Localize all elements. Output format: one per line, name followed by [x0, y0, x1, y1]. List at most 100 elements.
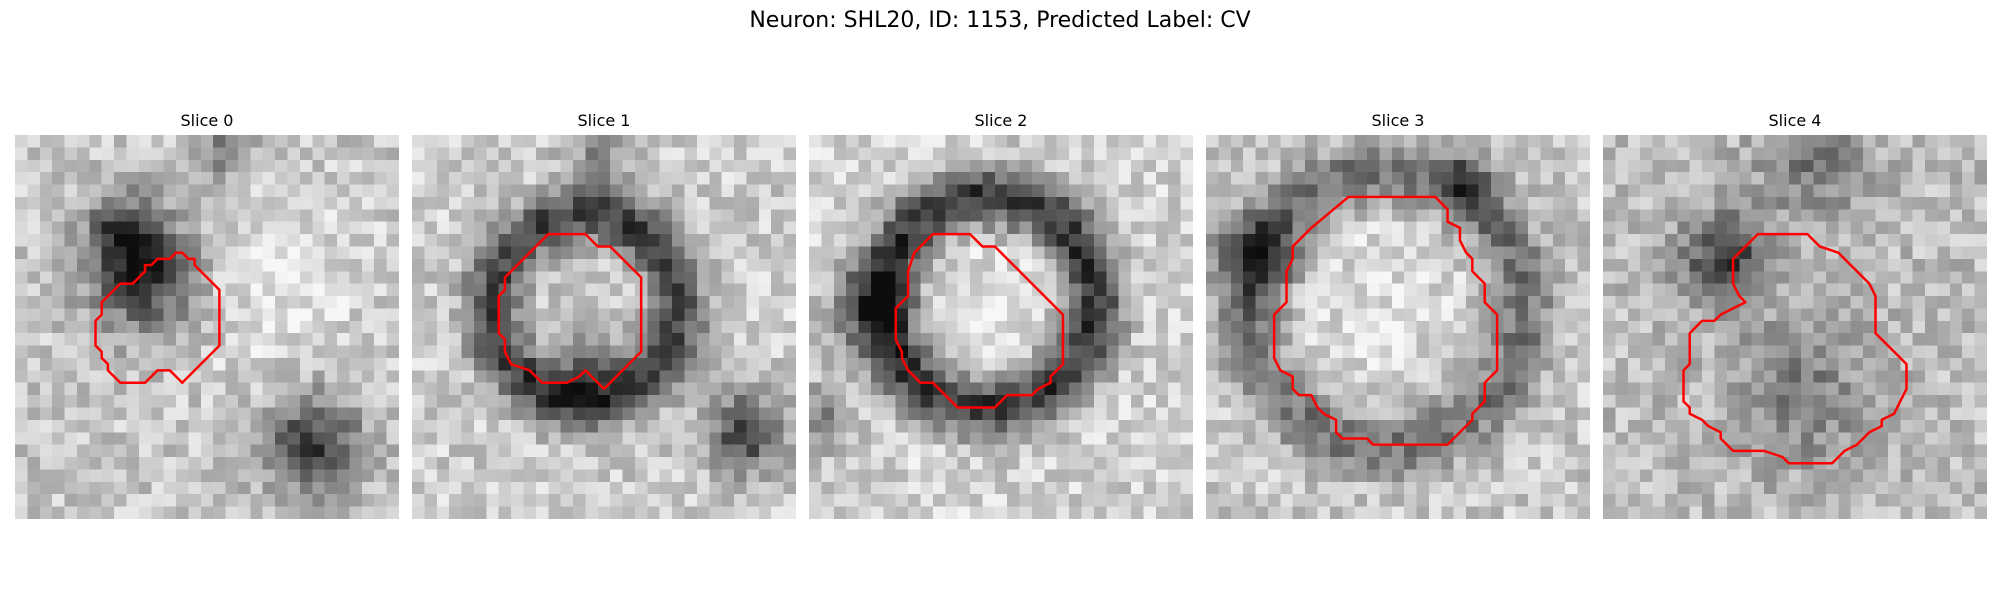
pixel [1925, 271, 1938, 284]
pixel [176, 494, 189, 507]
pixel [1069, 457, 1082, 470]
pixel [1540, 258, 1554, 272]
pixel [1825, 159, 1839, 173]
pixel [1391, 184, 1405, 198]
pixel [1850, 333, 1864, 346]
pixel [1825, 308, 1839, 322]
pixel [821, 494, 835, 507]
pixel [734, 308, 747, 322]
pixel [337, 172, 350, 185]
pixel [548, 419, 561, 433]
pixel [1428, 333, 1442, 346]
pixel [1540, 184, 1554, 198]
pixel [622, 296, 636, 309]
pixel [15, 172, 28, 185]
pixel [1093, 196, 1107, 210]
pixel [1726, 209, 1740, 222]
pixel [1466, 494, 1479, 507]
pixel [225, 333, 239, 346]
pixel [932, 184, 946, 198]
pixel [721, 370, 735, 383]
pixel [585, 296, 599, 309]
pixel [1925, 296, 1938, 309]
pixel [1603, 221, 1616, 235]
pixel [1887, 172, 1901, 185]
pixel [1280, 172, 1293, 185]
pixel [511, 320, 524, 334]
pixel [634, 407, 648, 421]
pixel [684, 357, 698, 371]
pixel [126, 382, 140, 396]
pixel [1118, 382, 1132, 396]
pixel [783, 481, 796, 495]
pixel [275, 506, 288, 519]
pixel [287, 345, 301, 359]
pixel [52, 135, 65, 148]
pixel [696, 357, 710, 371]
pixel [560, 234, 574, 247]
pixel [1615, 382, 1629, 396]
pixel [560, 407, 574, 421]
pixel [225, 246, 239, 260]
pixel [1243, 506, 1256, 519]
pixel [1404, 308, 1417, 322]
pixel [1180, 432, 1193, 445]
pixel [1925, 481, 1938, 495]
pixel [1751, 395, 1765, 408]
pixel [870, 147, 884, 161]
pixel [1714, 283, 1728, 297]
pixel [1218, 506, 1232, 519]
pixel [1540, 432, 1554, 445]
pixel [1503, 457, 1516, 470]
pixel [1230, 370, 1244, 383]
pixel [1305, 357, 1318, 371]
pixel [1949, 407, 1963, 421]
pixel [1267, 407, 1281, 421]
pixel [1305, 370, 1318, 383]
pixel [1962, 234, 1975, 247]
pixel [1093, 444, 1107, 458]
pixel [709, 395, 722, 408]
pixel [1962, 172, 1975, 185]
pixel [486, 221, 499, 235]
pixel [1428, 469, 1442, 483]
pixel [833, 172, 847, 185]
pixel [1441, 308, 1454, 322]
pixel [1255, 419, 1269, 433]
pixel [126, 395, 140, 408]
pixel [1515, 283, 1529, 297]
pixel [684, 308, 698, 322]
pixel [64, 184, 78, 198]
pixel [386, 432, 399, 445]
pixel [1367, 283, 1380, 297]
pixel [1404, 147, 1417, 161]
pixel [324, 506, 338, 519]
pixel [262, 221, 276, 235]
pixel [809, 395, 822, 408]
pixel [783, 283, 796, 297]
pixel [548, 234, 561, 247]
pixel [908, 135, 921, 148]
pixel [138, 135, 152, 148]
pixel [1677, 308, 1690, 322]
pixel [1255, 135, 1269, 148]
pixel [1714, 147, 1728, 161]
pixel [746, 135, 760, 148]
pixel [622, 172, 636, 185]
pixel [163, 444, 177, 458]
pixel [225, 159, 239, 173]
pixel [1838, 407, 1851, 421]
pixel [1825, 370, 1839, 383]
pixel [1180, 184, 1193, 198]
pixel [1925, 407, 1938, 421]
pixel [1863, 357, 1876, 371]
pixel [1031, 345, 1045, 359]
pixel [659, 234, 673, 247]
pixel [262, 481, 276, 495]
pixel [237, 333, 251, 346]
pixel [1305, 320, 1318, 334]
pixel [461, 432, 475, 445]
pixel [1652, 444, 1666, 458]
pixel [1962, 395, 1975, 408]
pixel [846, 135, 859, 148]
